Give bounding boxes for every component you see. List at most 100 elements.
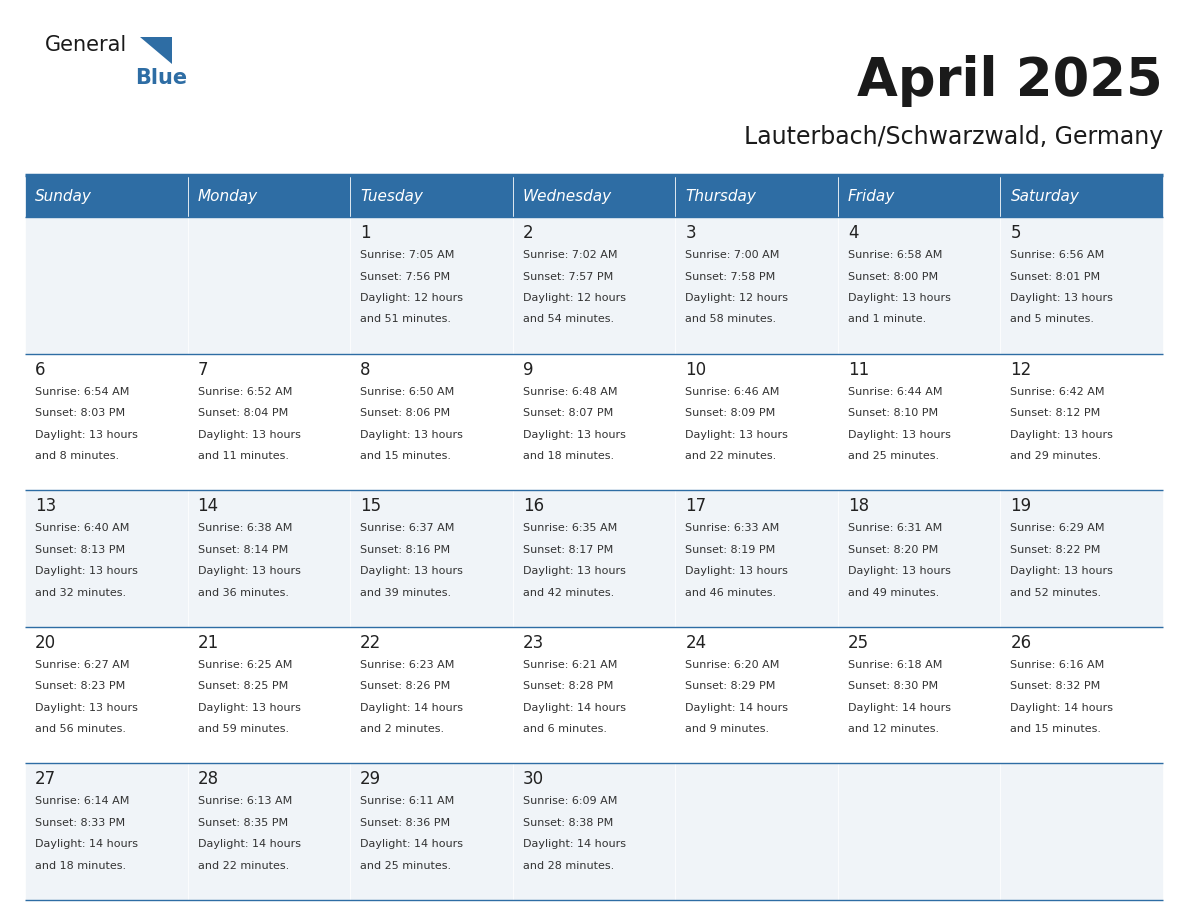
Text: Sunrise: 6:20 AM: Sunrise: 6:20 AM xyxy=(685,660,779,670)
Bar xyxy=(1000,175,1163,217)
Bar xyxy=(675,217,838,353)
Text: Sunset: 8:35 PM: Sunset: 8:35 PM xyxy=(197,818,287,828)
Text: April 2025: April 2025 xyxy=(858,55,1163,107)
Text: Sunset: 8:03 PM: Sunset: 8:03 PM xyxy=(34,409,125,418)
Text: Daylight: 13 hours: Daylight: 13 hours xyxy=(848,293,950,303)
Bar xyxy=(350,764,513,900)
Bar xyxy=(675,764,838,900)
Text: Daylight: 14 hours: Daylight: 14 hours xyxy=(523,703,626,712)
Text: Lauterbach/Schwarzwald, Germany: Lauterbach/Schwarzwald, Germany xyxy=(744,125,1163,149)
Bar xyxy=(1000,490,1163,627)
Text: Daylight: 13 hours: Daylight: 13 hours xyxy=(1011,293,1113,303)
Text: Sunrise: 7:02 AM: Sunrise: 7:02 AM xyxy=(523,250,618,260)
Bar xyxy=(350,353,513,490)
Text: and 9 minutes.: and 9 minutes. xyxy=(685,724,770,734)
Text: Daylight: 13 hours: Daylight: 13 hours xyxy=(197,703,301,712)
Text: 9: 9 xyxy=(523,361,533,378)
Text: and 12 minutes.: and 12 minutes. xyxy=(848,724,939,734)
Text: Sunrise: 6:56 AM: Sunrise: 6:56 AM xyxy=(1011,250,1105,260)
Text: and 49 minutes.: and 49 minutes. xyxy=(848,588,939,598)
Text: Sunrise: 6:25 AM: Sunrise: 6:25 AM xyxy=(197,660,292,670)
Text: Daylight: 13 hours: Daylight: 13 hours xyxy=(523,566,626,577)
Text: 20: 20 xyxy=(34,633,56,652)
Text: Daylight: 13 hours: Daylight: 13 hours xyxy=(197,566,301,577)
Text: and 15 minutes.: and 15 minutes. xyxy=(360,451,451,461)
Text: and 46 minutes.: and 46 minutes. xyxy=(685,588,777,598)
Text: 5: 5 xyxy=(1011,224,1020,242)
Text: Sunset: 8:13 PM: Sunset: 8:13 PM xyxy=(34,544,125,554)
Bar xyxy=(188,353,350,490)
Text: and 54 minutes.: and 54 minutes. xyxy=(523,315,614,324)
Text: Daylight: 14 hours: Daylight: 14 hours xyxy=(1011,703,1113,712)
Text: and 18 minutes.: and 18 minutes. xyxy=(523,451,614,461)
Text: Daylight: 12 hours: Daylight: 12 hours xyxy=(523,293,626,303)
Text: Monday: Monday xyxy=(197,188,258,204)
Text: Sunrise: 6:54 AM: Sunrise: 6:54 AM xyxy=(34,386,129,397)
Bar xyxy=(25,353,188,490)
Bar xyxy=(350,175,513,217)
Text: 15: 15 xyxy=(360,498,381,515)
Bar xyxy=(188,175,350,217)
Text: Daylight: 14 hours: Daylight: 14 hours xyxy=(523,839,626,849)
Bar xyxy=(188,627,350,764)
Text: Sunrise: 7:05 AM: Sunrise: 7:05 AM xyxy=(360,250,455,260)
Text: Daylight: 13 hours: Daylight: 13 hours xyxy=(848,566,950,577)
Bar xyxy=(1000,353,1163,490)
Text: 24: 24 xyxy=(685,633,707,652)
Text: and 59 minutes.: and 59 minutes. xyxy=(197,724,289,734)
Text: and 25 minutes.: and 25 minutes. xyxy=(360,861,451,871)
Bar xyxy=(350,217,513,353)
Text: Sunrise: 6:40 AM: Sunrise: 6:40 AM xyxy=(34,523,129,533)
Text: Sunset: 8:23 PM: Sunset: 8:23 PM xyxy=(34,681,125,691)
Text: Daylight: 14 hours: Daylight: 14 hours xyxy=(34,839,138,849)
Text: 13: 13 xyxy=(34,498,56,515)
Text: Sunrise: 6:42 AM: Sunrise: 6:42 AM xyxy=(1011,386,1105,397)
Text: and 2 minutes.: and 2 minutes. xyxy=(360,724,444,734)
Text: Sunset: 8:16 PM: Sunset: 8:16 PM xyxy=(360,544,450,554)
Text: Sunrise: 6:46 AM: Sunrise: 6:46 AM xyxy=(685,386,779,397)
Bar xyxy=(350,490,513,627)
Polygon shape xyxy=(140,37,172,64)
Text: 16: 16 xyxy=(523,498,544,515)
Text: Daylight: 13 hours: Daylight: 13 hours xyxy=(360,430,463,440)
Text: Sunset: 8:25 PM: Sunset: 8:25 PM xyxy=(197,681,287,691)
Text: 19: 19 xyxy=(1011,498,1031,515)
Bar xyxy=(838,627,1000,764)
Bar xyxy=(838,490,1000,627)
Text: Sunset: 8:09 PM: Sunset: 8:09 PM xyxy=(685,409,776,418)
Text: 27: 27 xyxy=(34,770,56,789)
Text: Sunset: 8:17 PM: Sunset: 8:17 PM xyxy=(523,544,613,554)
Text: Daylight: 14 hours: Daylight: 14 hours xyxy=(360,839,463,849)
Text: Friday: Friday xyxy=(848,188,895,204)
Text: 7: 7 xyxy=(197,361,208,378)
Bar xyxy=(675,627,838,764)
Text: and 5 minutes.: and 5 minutes. xyxy=(1011,315,1094,324)
Bar xyxy=(188,764,350,900)
Text: Daylight: 12 hours: Daylight: 12 hours xyxy=(685,293,789,303)
Bar xyxy=(838,175,1000,217)
Bar xyxy=(25,175,188,217)
Text: Sunrise: 6:13 AM: Sunrise: 6:13 AM xyxy=(197,797,292,806)
Text: Sunrise: 6:58 AM: Sunrise: 6:58 AM xyxy=(848,250,942,260)
Text: and 58 minutes.: and 58 minutes. xyxy=(685,315,777,324)
Text: Tuesday: Tuesday xyxy=(360,188,423,204)
Text: Sunrise: 6:37 AM: Sunrise: 6:37 AM xyxy=(360,523,455,533)
Text: and 1 minute.: and 1 minute. xyxy=(848,315,927,324)
Text: Sunset: 8:29 PM: Sunset: 8:29 PM xyxy=(685,681,776,691)
Text: Daylight: 14 hours: Daylight: 14 hours xyxy=(360,703,463,712)
Text: and 22 minutes.: and 22 minutes. xyxy=(685,451,777,461)
Bar xyxy=(25,627,188,764)
Text: Sunrise: 7:00 AM: Sunrise: 7:00 AM xyxy=(685,250,779,260)
Text: Daylight: 14 hours: Daylight: 14 hours xyxy=(848,703,950,712)
Bar xyxy=(675,353,838,490)
Text: Sunset: 8:19 PM: Sunset: 8:19 PM xyxy=(685,544,776,554)
Text: and 15 minutes.: and 15 minutes. xyxy=(1011,724,1101,734)
Text: Sunrise: 6:27 AM: Sunrise: 6:27 AM xyxy=(34,660,129,670)
Bar xyxy=(838,353,1000,490)
Text: Daylight: 13 hours: Daylight: 13 hours xyxy=(360,566,463,577)
Text: Saturday: Saturday xyxy=(1011,188,1080,204)
Bar xyxy=(513,217,675,353)
Text: 10: 10 xyxy=(685,361,707,378)
Text: Sunrise: 6:52 AM: Sunrise: 6:52 AM xyxy=(197,386,292,397)
Text: and 18 minutes.: and 18 minutes. xyxy=(34,861,126,871)
